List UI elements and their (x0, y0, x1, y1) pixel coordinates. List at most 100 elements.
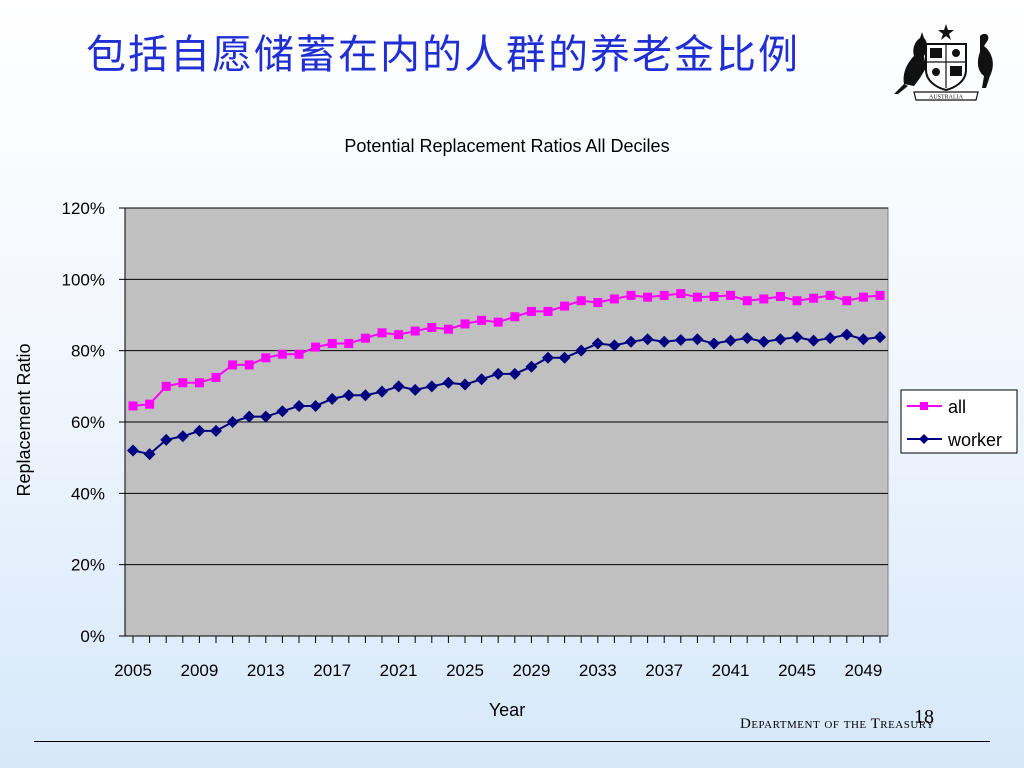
y-tick-label: 60% (71, 413, 105, 432)
data-point-all (394, 330, 404, 340)
data-point-all (128, 401, 138, 411)
slide-title: 包括自愿储蓄在内的人群的养老金比例 (86, 32, 800, 78)
data-point-all (277, 349, 287, 359)
data-point-all (178, 378, 188, 388)
legend: all worker (900, 389, 1018, 454)
data-point-all (294, 349, 304, 359)
data-point-all (244, 360, 254, 370)
footer-divider (34, 741, 990, 742)
data-point-all (659, 290, 669, 300)
series-line-worker (132, 333, 881, 456)
x-tick-label: 2045 (778, 661, 816, 680)
x-tick-label: 2017 (313, 661, 351, 680)
data-point-all (410, 326, 420, 336)
data-point-worker (741, 332, 754, 345)
data-point-all (145, 399, 155, 409)
y-tick-label: 120% (62, 199, 105, 218)
data-point-all (676, 289, 686, 299)
x-tick-label: 2013 (247, 661, 285, 680)
series-layer (127, 289, 886, 461)
data-point-worker (724, 334, 737, 347)
x-tick-label: 2009 (180, 661, 218, 680)
data-point-all (161, 381, 171, 391)
data-point-all (709, 291, 719, 301)
data-point-worker (691, 333, 704, 346)
data-point-all (228, 360, 238, 370)
data-point-worker (193, 424, 206, 437)
data-point-all (626, 290, 636, 300)
crest-scroll-text: AUSTRALIA (929, 95, 964, 101)
data-point-worker (774, 333, 787, 346)
chart-title: Potential Replacement Ratios All Deciles (344, 136, 669, 156)
y-tick-label: 80% (71, 342, 105, 361)
y-axis-title: Replacement Ratio (14, 343, 34, 496)
data-point-all (311, 342, 321, 352)
data-point-worker (127, 444, 139, 457)
data-point-worker (309, 399, 322, 412)
data-point-worker (542, 351, 554, 364)
data-point-worker (824, 332, 837, 345)
data-point-worker (591, 337, 604, 350)
series-line-all (132, 292, 881, 407)
data-point-worker (857, 333, 870, 346)
data-point-worker (807, 334, 820, 347)
data-point-all (809, 293, 819, 303)
data-point-all (775, 291, 785, 301)
data-point-all (211, 372, 221, 382)
x-tick-label: 2029 (512, 661, 550, 680)
x-axis: 2005 2009 2013 2017 2021 2025 2029 2033 2037 2041… (114, 635, 888, 680)
x-axis-title: Year (489, 700, 525, 720)
data-point-worker (791, 331, 803, 344)
data-point-all (643, 292, 653, 302)
data-point-worker (176, 430, 189, 443)
department-name: Department of the Treasury (740, 716, 935, 732)
data-point-all (344, 339, 354, 349)
legend-label-all: all (948, 397, 966, 417)
x-tick-label: 2033 (579, 661, 617, 680)
data-point-all (377, 328, 387, 338)
data-point-worker (259, 410, 272, 423)
data-point-all (327, 339, 337, 349)
data-point-all (875, 290, 885, 300)
x-tick-label: 2005 (114, 661, 152, 680)
data-point-worker (641, 333, 654, 346)
data-point-all (526, 306, 536, 316)
y-tick-label: 20% (71, 556, 105, 575)
data-point-worker (575, 344, 588, 357)
data-point-all (261, 353, 271, 363)
data-point-worker (708, 337, 720, 350)
data-point-all (593, 298, 603, 308)
data-point-worker (658, 335, 671, 348)
x-tick-label: 2049 (844, 661, 882, 680)
data-point-all (609, 294, 619, 304)
data-point-all (726, 290, 736, 300)
data-point-worker (525, 360, 538, 373)
data-point-all (742, 296, 752, 306)
data-point-all (543, 306, 553, 316)
data-point-worker (475, 373, 488, 386)
data-point-all (825, 290, 835, 300)
data-point-worker (276, 405, 289, 418)
data-point-worker (840, 328, 853, 341)
legend-box (900, 389, 1018, 454)
data-point-worker (442, 376, 455, 389)
x-tick-label: 2025 (446, 661, 484, 680)
data-point-worker (425, 380, 438, 393)
x-tick-label: 2037 (645, 661, 683, 680)
coat-of-arms-logo: AUSTRALIA (894, 24, 993, 101)
data-point-all (692, 292, 702, 302)
data-point-all (460, 319, 470, 329)
data-point-worker (392, 380, 405, 393)
data-point-worker (342, 389, 355, 402)
x-tick-label: 2021 (380, 661, 418, 680)
data-point-worker (243, 410, 256, 423)
data-point-worker (558, 351, 571, 364)
data-point-worker (326, 392, 339, 405)
data-point-worker (376, 385, 388, 398)
legend-marker-worker (919, 434, 929, 444)
y-tick-label: 40% (71, 484, 105, 503)
data-point-worker (625, 335, 637, 348)
data-point-all (427, 322, 437, 332)
data-point-worker (492, 367, 505, 380)
